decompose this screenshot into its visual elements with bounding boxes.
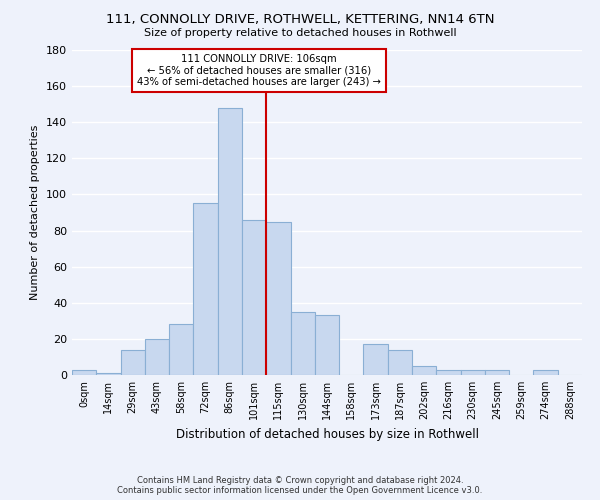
- Bar: [315, 316, 339, 375]
- Y-axis label: Number of detached properties: Number of detached properties: [31, 125, 40, 300]
- Bar: [290, 312, 315, 375]
- Bar: [412, 366, 436, 375]
- Bar: [533, 370, 558, 375]
- X-axis label: Distribution of detached houses by size in Rothwell: Distribution of detached houses by size …: [176, 428, 479, 440]
- Bar: [121, 350, 145, 375]
- Text: Contains HM Land Registry data © Crown copyright and database right 2024.
Contai: Contains HM Land Registry data © Crown c…: [118, 476, 482, 495]
- Bar: [169, 324, 193, 375]
- Text: Size of property relative to detached houses in Rothwell: Size of property relative to detached ho…: [143, 28, 457, 38]
- Bar: [145, 339, 169, 375]
- Bar: [388, 350, 412, 375]
- Bar: [364, 344, 388, 375]
- Bar: [461, 370, 485, 375]
- Text: 111, CONNOLLY DRIVE, ROTHWELL, KETTERING, NN14 6TN: 111, CONNOLLY DRIVE, ROTHWELL, KETTERING…: [106, 12, 494, 26]
- Bar: [242, 220, 266, 375]
- Bar: [193, 204, 218, 375]
- Bar: [436, 370, 461, 375]
- Text: 111 CONNOLLY DRIVE: 106sqm
← 56% of detached houses are smaller (316)
43% of sem: 111 CONNOLLY DRIVE: 106sqm ← 56% of deta…: [137, 54, 381, 87]
- Bar: [266, 222, 290, 375]
- Bar: [485, 370, 509, 375]
- Bar: [72, 370, 96, 375]
- Bar: [218, 108, 242, 375]
- Bar: [96, 373, 121, 375]
